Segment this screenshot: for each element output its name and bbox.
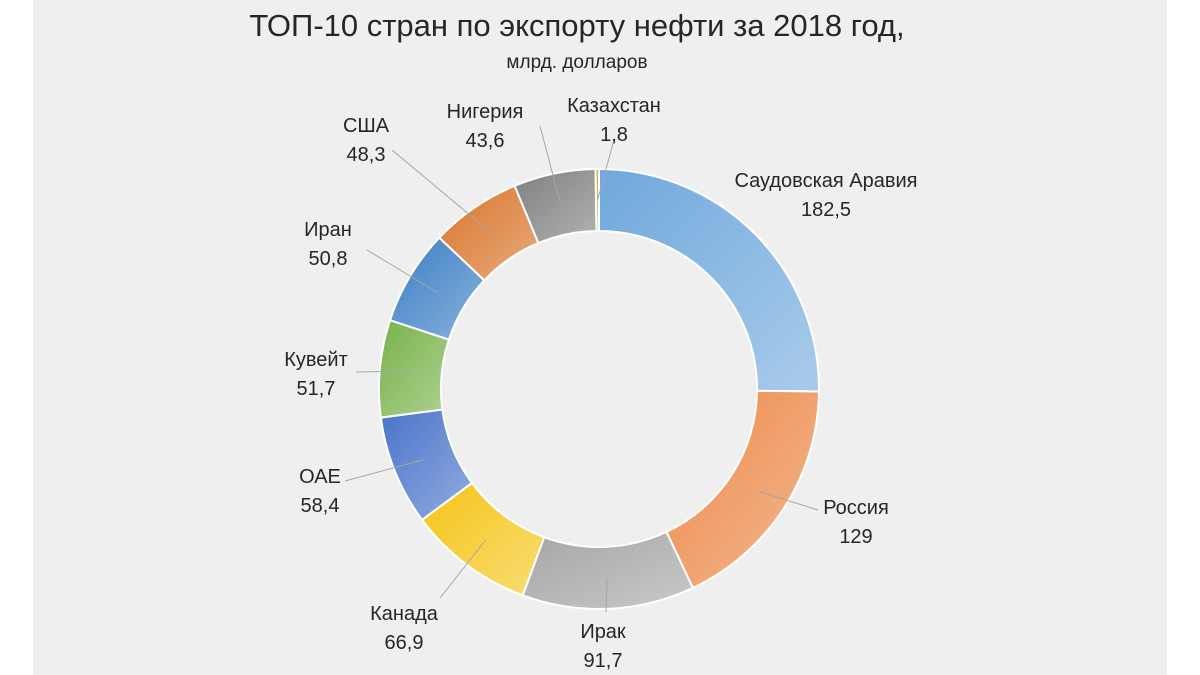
slice-value-4: 66,9	[385, 632, 424, 654]
slice-1	[598, 167, 820, 393]
slice-label-1: Саудовская Аравия	[734, 170, 917, 192]
slice-3	[521, 530, 695, 610]
slice-label-7: Иран	[304, 219, 352, 241]
leader-line-2	[757, 490, 819, 511]
leader-line-10	[597, 139, 615, 201]
slice-2	[665, 389, 820, 590]
slice-label-10: Казахстан	[567, 95, 661, 117]
slice-label-4: Канада	[370, 603, 439, 625]
slice-label-9: Нигерия	[447, 101, 524, 123]
leader-line-7	[366, 249, 437, 293]
slice-value-10: 1,8	[600, 124, 628, 146]
leader-line-8	[391, 149, 493, 234]
leader-line-3	[605, 577, 608, 613]
slice-value-2: 129	[839, 526, 872, 548]
leader-line-5	[344, 459, 424, 482]
chart-title: ТОП-10 стран по экспорту нефти за 2018 г…	[249, 8, 905, 43]
chart-subtitle: млрд. долларов	[506, 52, 648, 73]
slice-label-6: Кувейт	[284, 349, 348, 371]
slice-label-3: Ирак	[580, 621, 626, 643]
slice-value-6: 51,7	[297, 378, 336, 400]
slice-value-9: 43,6	[466, 130, 505, 152]
leader-line-6	[355, 370, 411, 373]
slice-10	[594, 167, 600, 233]
slice-value-1: 182,5	[801, 199, 851, 221]
leader-line-4	[439, 539, 486, 599]
slice-label-8: США	[343, 115, 390, 137]
slice-label-2: Россия	[823, 497, 889, 519]
slice-label-5: ОАЕ	[299, 466, 341, 488]
slice-value-3: 91,7	[584, 650, 623, 672]
slice-value-7: 50,8	[309, 248, 348, 270]
slice-value-5: 58,4	[301, 495, 340, 517]
leader-line-9	[539, 125, 562, 205]
slice-value-8: 48,3	[347, 144, 386, 166]
